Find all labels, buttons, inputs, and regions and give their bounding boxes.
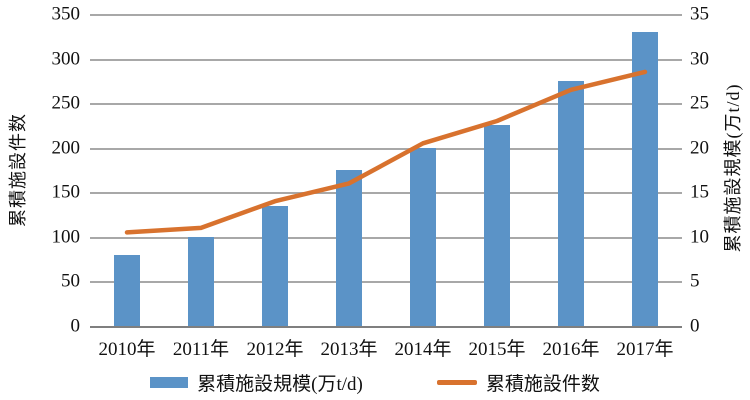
bar [336, 170, 362, 326]
bar-column [534, 14, 608, 326]
x-axis-category-label: 2013年 [320, 339, 378, 360]
x-axis-baseline [90, 326, 682, 328]
bar-column [460, 14, 534, 326]
gridline [90, 147, 682, 150]
gridline [90, 103, 682, 106]
gridline [90, 58, 682, 61]
legend-label-bar-series: 累積施設規模(万t/d) [197, 374, 363, 395]
right-axis-tick-label: 30 [690, 48, 709, 70]
gridline [90, 281, 682, 284]
left-axis-tick-label: 150 [51, 181, 81, 203]
bar-column [386, 14, 460, 326]
gridline [90, 192, 682, 195]
bar [114, 254, 140, 326]
bar [410, 147, 436, 326]
x-axis-category-label: 2017年 [616, 339, 674, 360]
bar [484, 125, 510, 326]
right-axis-tick-label: 10 [690, 226, 709, 248]
x-axis-category-label: 2011年 [172, 339, 230, 360]
bar [188, 236, 214, 326]
x-axis-category-label: 2016年 [542, 339, 600, 360]
left-axis-tick-label: 200 [51, 137, 81, 159]
left-axis-tick-label: 50 [61, 270, 80, 292]
left-axis-title: 累積施設件数 [8, 113, 28, 227]
right-axis-tick-label: 5 [690, 270, 700, 292]
bar [632, 31, 658, 326]
left-axis-tick-label: 0 [70, 315, 81, 337]
bar [558, 80, 584, 326]
right-axis-tick-label: 35 [690, 3, 709, 25]
bar [262, 205, 288, 326]
left-axis-tick-label: 350 [51, 3, 81, 25]
legend-item-line-series: 累積施設件数 [436, 369, 600, 396]
right-axis-tick-label: 20 [690, 137, 709, 159]
legend-item-bar-series: 累積施設規模(万t/d) [150, 369, 363, 396]
gridline [90, 14, 682, 16]
left-axis-tick-label: 300 [51, 48, 81, 70]
bar-column [238, 14, 312, 326]
legend: 累積施設規模(万t/d) 累積施設件数 [0, 369, 750, 396]
left-axis-tick-label: 250 [51, 92, 81, 114]
bar-swatch-icon [150, 377, 189, 388]
gridline [90, 236, 682, 239]
x-axis-category-label: 2015年 [468, 339, 526, 360]
bar-series [90, 14, 682, 326]
bar-column [312, 14, 386, 326]
right-axis-tick-label: 0 [690, 315, 700, 337]
plot-area [90, 14, 682, 328]
bar-column [164, 14, 238, 326]
bar-column [608, 14, 682, 326]
right-axis-tick-label: 15 [690, 181, 709, 203]
left-axis-tick-label: 100 [51, 226, 81, 248]
legend-label-line-series: 累積施設件数 [485, 374, 600, 395]
x-axis-category-label: 2010年 [98, 339, 156, 360]
line-series [124, 69, 648, 235]
x-axis-category-label: 2014年 [394, 339, 452, 360]
bar-column [90, 14, 164, 326]
line-swatch-icon [436, 380, 477, 385]
line-path [124, 69, 648, 235]
x-axis-labels: 2010年 2011年 2012年 2013年 2014年 2015年 2016年 2017年 [90, 334, 682, 361]
right-axis-tick-label: 25 [690, 92, 709, 114]
x-axis-category-label: 2012年 [246, 339, 304, 360]
